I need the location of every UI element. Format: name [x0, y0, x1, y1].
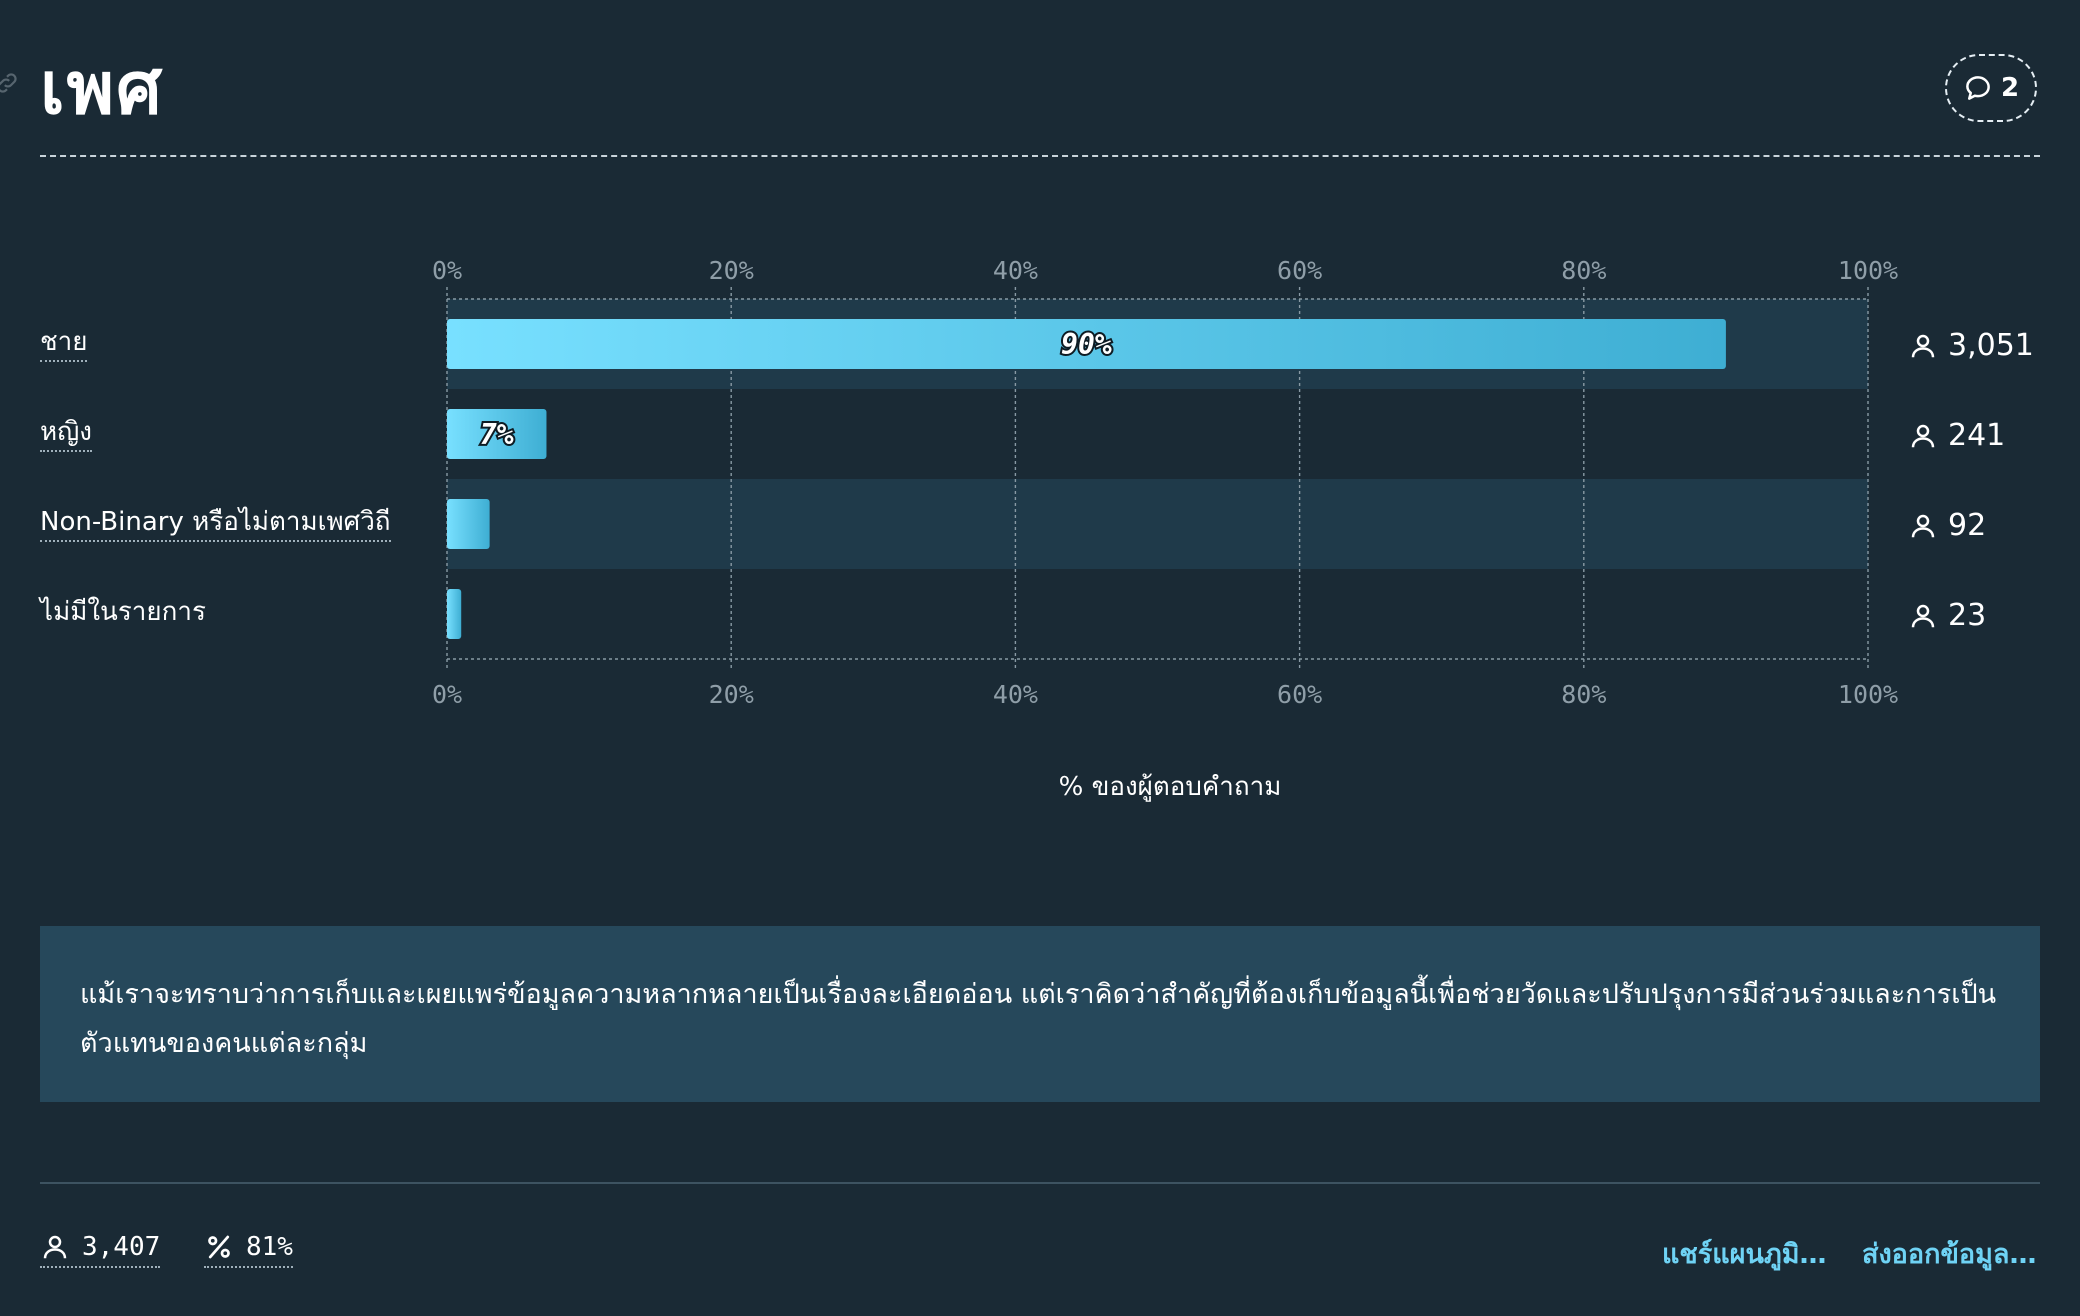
person-icon: [1911, 514, 1935, 537]
count-value: 3,051: [1948, 328, 2034, 363]
comments-count: 2: [2000, 73, 2020, 103]
x-tick-label-bottom: 80%: [1561, 680, 1606, 709]
person-icon: [1911, 424, 1935, 447]
header-divider: [40, 155, 2040, 157]
page-title: เพศ: [40, 46, 164, 130]
bar-2: [447, 409, 547, 459]
respondents-stat[interactable]: 3,407: [40, 1232, 161, 1268]
bar-value-label: 90%: [1061, 328, 1112, 361]
x-tick-label-bottom: 0%: [432, 680, 462, 709]
category-label-non-binary[interactable]: Non-Binary หรือไม่ตามเพศวิถี: [40, 506, 391, 542]
note-box: แม้เราจะทราบว่าการเก็บและเผยแพร่ข้อมูลคว…: [40, 926, 2040, 1102]
comments-button[interactable]: 2: [1945, 54, 2037, 122]
respondents-count: 3,407: [82, 1232, 161, 1262]
export-data-link[interactable]: ส่งออกข้อมูล…: [1862, 1239, 2037, 1270]
x-tick-label-top: 40%: [993, 256, 1038, 285]
count-value: 23: [1948, 598, 1987, 633]
percent-icon: [208, 1235, 230, 1259]
bar-value-label: 7%: [480, 418, 514, 451]
link-icon[interactable]: [0, 70, 20, 96]
person-icon: [1911, 604, 1935, 627]
bar-1: [447, 319, 1726, 369]
x-tick-label-top: 20%: [709, 256, 754, 285]
x-tick-label-bottom: 40%: [993, 680, 1038, 709]
category-label-female[interactable]: หญิง: [40, 416, 92, 452]
x-tick-label-bottom: 100%: [1838, 680, 1898, 709]
category-label-male[interactable]: ชาย: [40, 326, 88, 362]
note-text: แม้เราจะทราบว่าการเก็บและเผยแพร่ข้อมูลคว…: [80, 979, 1997, 1059]
count-value: 92: [1948, 508, 1987, 543]
x-tick-label-top: 100%: [1838, 256, 1898, 285]
share-chart-link[interactable]: แชร์แผนภูมิ…: [1662, 1239, 1827, 1270]
count-value: 241: [1948, 418, 2006, 453]
row-count-not-listed: 23: [1908, 598, 1986, 633]
bar-4: [447, 589, 462, 639]
percent-stat[interactable]: 81%: [204, 1232, 293, 1268]
row-count-male: 3,051: [1908, 328, 2034, 363]
category-label-not-listed: ไม่มีในรายการ: [40, 597, 206, 627]
percent-value: 81%: [246, 1232, 293, 1262]
bar-3: [447, 499, 490, 549]
person-icon: [43, 1235, 67, 1259]
person-icon: [1911, 334, 1935, 357]
x-axis-title: % ของผู้ตอบคำถาม: [1058, 772, 1282, 802]
footer-divider: [40, 1182, 2040, 1184]
row-count-non-binary: 92: [1908, 508, 1986, 543]
row-band: [447, 479, 1868, 569]
comment-icon: [1966, 76, 1990, 100]
x-tick-label-top: 80%: [1561, 256, 1606, 285]
x-tick-label-bottom: 20%: [709, 680, 754, 709]
x-tick-label-top: 0%: [432, 256, 462, 285]
x-tick-label-bottom: 60%: [1277, 680, 1322, 709]
row-count-female: 241: [1908, 418, 2005, 453]
x-tick-label-top: 60%: [1277, 256, 1322, 285]
